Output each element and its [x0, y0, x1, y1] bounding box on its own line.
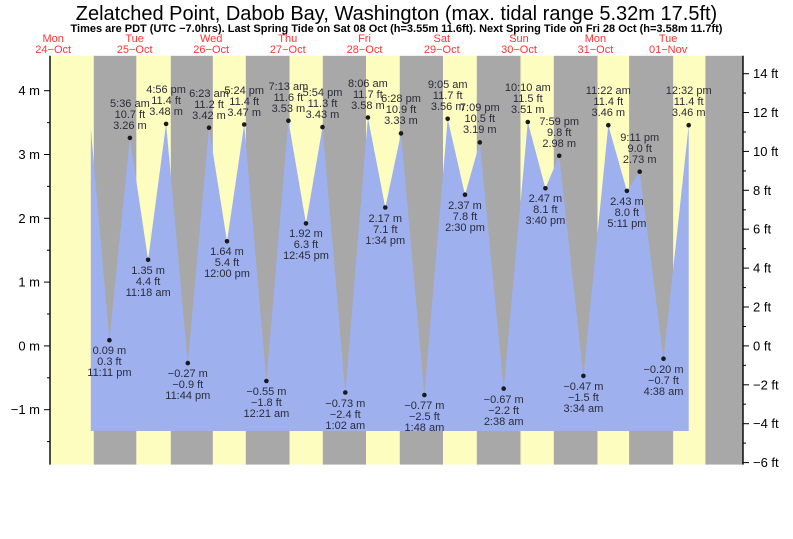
svg-text:14 ft: 14 ft: [753, 66, 779, 81]
svg-text:0 ft: 0 ft: [753, 338, 771, 353]
svg-text:10 ft: 10 ft: [753, 144, 779, 159]
svg-text:3 m: 3 m: [18, 147, 40, 162]
svg-text:8 ft: 8 ft: [753, 183, 771, 198]
svg-text:2 ft: 2 ft: [753, 300, 771, 315]
svg-text:−4 ft: −4 ft: [753, 416, 779, 431]
svg-text:4 ft: 4 ft: [753, 261, 771, 276]
svg-text:12 ft: 12 ft: [753, 105, 779, 120]
svg-text:−2 ft: −2 ft: [753, 377, 779, 392]
svg-text:−1 m: −1 m: [11, 402, 40, 417]
svg-text:0 m: 0 m: [18, 338, 40, 353]
svg-text:2 m: 2 m: [18, 211, 40, 226]
svg-text:1 m: 1 m: [18, 275, 40, 290]
svg-text:4 m: 4 m: [18, 83, 40, 98]
svg-text:6 ft: 6 ft: [753, 222, 771, 237]
svg-text:−6 ft: −6 ft: [753, 455, 779, 470]
